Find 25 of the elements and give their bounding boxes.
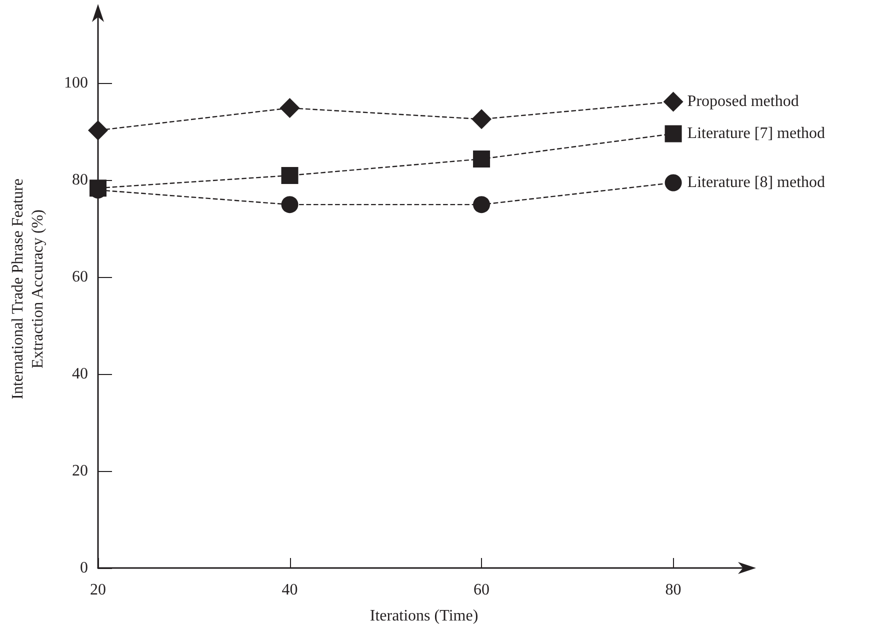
y-tick-label: 0 [80,560,88,576]
point [473,150,490,168]
point [280,98,300,118]
y-tick-label: 100 [64,74,88,92]
point [88,120,108,140]
point [281,196,298,214]
x-axis-title: Iterations (Time) [370,608,478,624]
x-tick-label: 80 [665,582,682,598]
x-tick-label: 40 [282,582,298,598]
y-tick-label: 80 [72,171,88,188]
y-axis-title: International Trade Phrase Feature Extraction Accuracy (%) [10,178,46,400]
point [664,174,682,192]
y-tick-label: 20 [72,462,88,480]
series-label: Literature [8] method [687,174,826,192]
y-tick-label: 40 [72,365,88,382]
point [473,196,490,214]
x-tick-label: 60 [474,582,490,598]
point [281,166,298,184]
series-label: Literature [7] method [687,125,826,142]
y-tick-label: 60 [72,268,88,286]
series-label: Proposed method [687,93,799,110]
point [664,125,682,142]
point [472,109,492,130]
x-tick-label: 20 [90,582,106,598]
point [663,92,684,112]
